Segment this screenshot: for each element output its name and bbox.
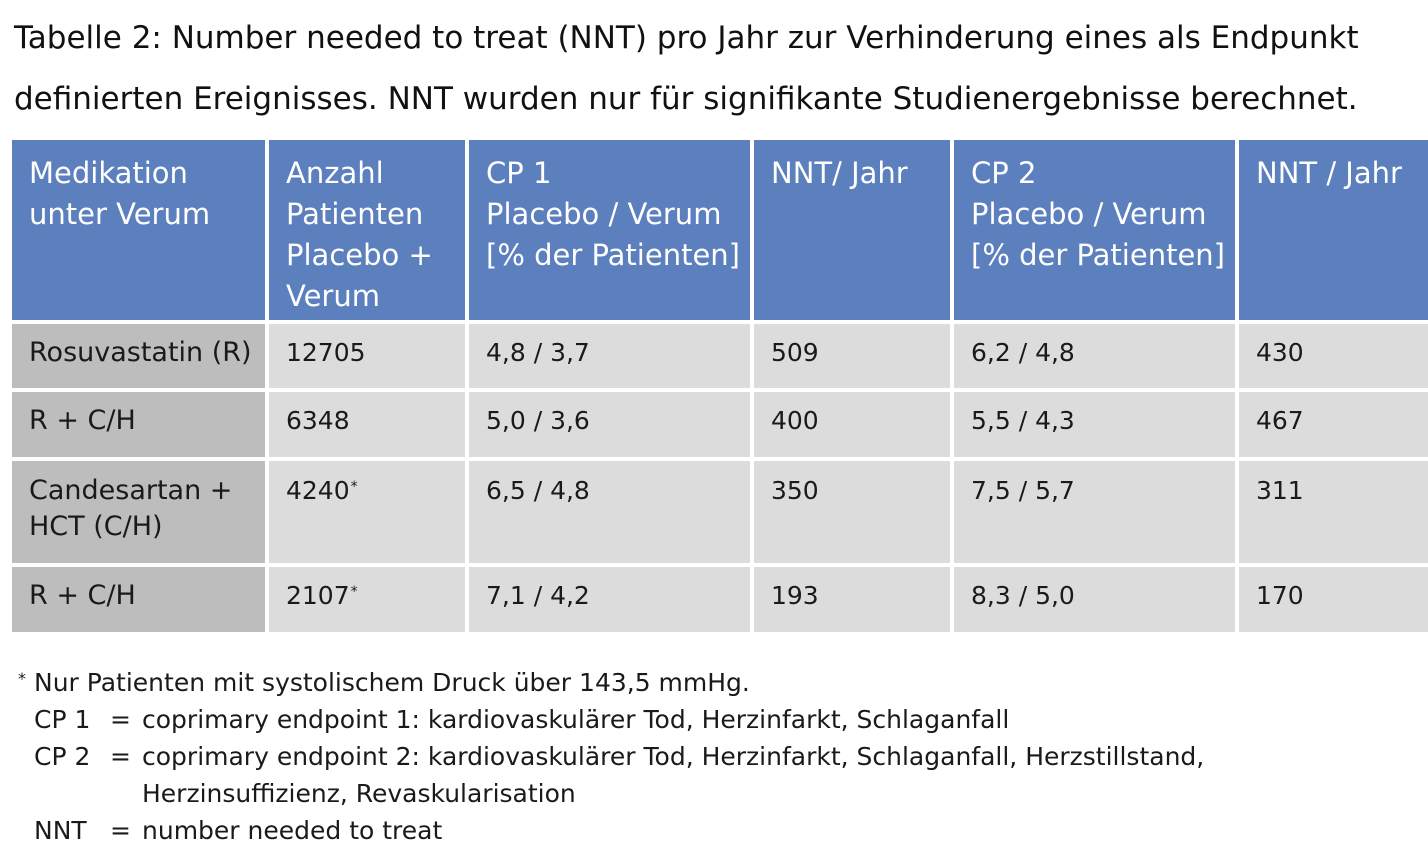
header-patient-count: Anzahl Patienten Placebo + Verum	[269, 140, 465, 320]
abbreviation-nnt: NNT = number needed to treat	[34, 816, 443, 845]
footnote-marker: *	[350, 479, 358, 495]
cell-cp1: 6,5 / 4,8	[469, 461, 750, 563]
cell-patients: 2107*	[269, 567, 465, 632]
table-row: Candesartan + HCT (C/H) 4240* 6,5 / 4,8 …	[12, 461, 1428, 563]
cell-medication: Candesartan + HCT (C/H)	[12, 461, 265, 563]
cell-nnt1: 400	[754, 392, 950, 457]
cell-nnt2: 311	[1239, 461, 1428, 563]
footnote-marker: *	[350, 584, 358, 600]
footnotes: * Nur Patienten mit systolischem Druck ü…	[18, 664, 1204, 849]
cell-patients: 6348	[269, 392, 465, 457]
cell-nnt1: 509	[754, 324, 950, 388]
cell-nnt2: 430	[1239, 324, 1428, 388]
footnote-symbol: *	[18, 669, 26, 688]
cell-nnt1: 193	[754, 567, 950, 632]
cell-nnt2: 170	[1239, 567, 1428, 632]
cell-patients: 12705	[269, 324, 465, 388]
footnote-star-text: Nur Patienten mit systolischem Druck übe…	[34, 668, 750, 697]
cell-cp2: 6,2 / 4,8	[954, 324, 1235, 388]
cell-cp2: 8,3 / 5,0	[954, 567, 1235, 632]
header-medication: Medikation unter Verum	[12, 140, 265, 320]
caption-line-2: definierten Ereignisses. NNT wurden nur …	[14, 81, 1358, 117]
cell-cp2: 5,5 / 4,3	[954, 392, 1235, 457]
table-row: Rosuvastatin (R) 12705 4,8 / 3,7 509 6,2…	[12, 324, 1428, 388]
cell-nnt2: 467	[1239, 392, 1428, 457]
table-caption: Tabelle 2: Number needed to treat (NNT) …	[14, 8, 1424, 130]
footnote-star: * Nur Patienten mit systolischem Druck ü…	[18, 664, 1204, 701]
header-nnt2: NNT / Jahr	[1239, 140, 1428, 320]
cell-medication: R + C/H	[12, 567, 265, 632]
cell-cp1: 4,8 / 3,7	[469, 324, 750, 388]
table-row: R + C/H 6348 5,0 / 3,6 400 5,5 / 4,3 467	[12, 392, 1428, 457]
cell-cp1: 7,1 / 4,2	[469, 567, 750, 632]
cell-medication: Rosuvastatin (R)	[12, 324, 265, 388]
header-cp1: CP 1 Placebo / Verum [% der Patienten]	[469, 140, 750, 320]
cell-cp2: 7,5 / 5,7	[954, 461, 1235, 563]
header-nnt1: NNT/ Jahr	[754, 140, 950, 320]
cell-cp1: 5,0 / 3,6	[469, 392, 750, 457]
cell-nnt1: 350	[754, 461, 950, 563]
cell-medication: R + C/H	[12, 392, 265, 457]
abbreviation-cp2: CP 2 = coprimary endpoint 2: kardiovasku…	[34, 742, 1205, 808]
table-row: R + C/H 2107* 7,1 / 4,2 193 8,3 / 5,0 17…	[12, 567, 1428, 632]
caption-line-1: Tabelle 2: Number needed to treat (NNT) …	[14, 20, 1359, 56]
cell-patients: 4240*	[269, 461, 465, 563]
header-cp2: CP 2 Placebo / Verum [% der Patienten]	[954, 140, 1235, 320]
abbreviation-cp1: CP 1 = coprimary endpoint 1: kardiovasku…	[34, 705, 1010, 734]
table-header-row: Medikation unter Verum Anzahl Patienten …	[12, 140, 1428, 320]
nnt-table: Medikation unter Verum Anzahl Patienten …	[8, 136, 1428, 636]
